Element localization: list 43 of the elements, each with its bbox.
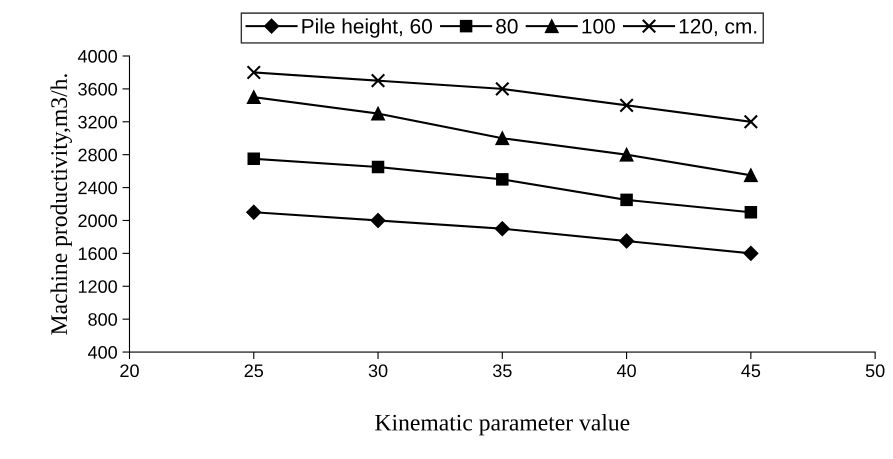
y-tick-label: 3600 — [78, 82, 117, 96]
point — [246, 204, 262, 220]
x-tick-label: 50 — [866, 364, 884, 378]
y-tick-label: 2800 — [78, 148, 117, 162]
y-tick-label: 2000 — [78, 214, 117, 228]
point — [620, 148, 634, 162]
x-tick-label: 20 — [120, 364, 139, 378]
point — [494, 221, 510, 236]
y-tick-label: 400 — [88, 346, 117, 359]
point — [744, 206, 758, 218]
x-tick-label: 40 — [616, 364, 636, 378]
point — [744, 114, 758, 130]
x-tick-label: 35 — [492, 364, 512, 378]
point — [370, 73, 386, 88]
legend-label: Pile height, 60 — [302, 18, 432, 38]
y-tick-label: 1200 — [78, 280, 117, 293]
point — [496, 173, 509, 186]
y-axis-title: Machine productivity,m3/h. — [50, 74, 72, 335]
x-tick-label: 25 — [244, 364, 264, 378]
point — [372, 160, 384, 174]
point — [743, 246, 758, 261]
x-axis-title: Kinematic parameter value — [375, 414, 630, 436]
x-tick-label: 45 — [741, 364, 760, 378]
point — [370, 212, 386, 228]
y-tick-label: 800 — [88, 313, 117, 326]
legend-label: 80 — [496, 18, 518, 34]
point — [495, 82, 510, 96]
legend-label: 120, cm. — [680, 18, 756, 36]
point — [619, 233, 634, 249]
point — [246, 90, 261, 104]
point — [248, 152, 260, 166]
y-tick-label: 3200 — [78, 116, 117, 129]
point — [371, 106, 385, 121]
point — [246, 65, 262, 80]
point — [619, 98, 634, 113]
point — [620, 194, 633, 206]
point — [495, 131, 510, 146]
y-tick-label: 2400 — [78, 182, 117, 194]
x-tick-label: 30 — [368, 364, 388, 378]
point — [744, 168, 758, 182]
y-tick-label: 4000 — [78, 50, 117, 63]
y-tick-label: 1600 — [78, 247, 117, 260]
legend-label: 100 — [582, 18, 615, 34]
